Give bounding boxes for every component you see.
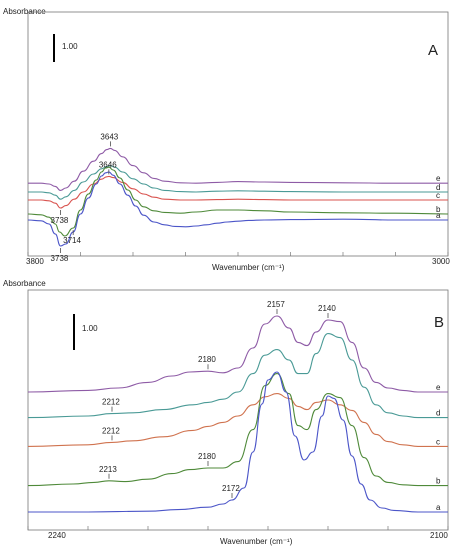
series-line-a xyxy=(27,371,448,513)
panel-b-annotations: 2157 2140 2180 2212 2212 2213 2180 2172 xyxy=(99,300,336,498)
series-line-e xyxy=(28,147,448,191)
panel-a: Absorbance 1.00 A 3643 3646 3738 3714 3738 e… xyxy=(3,7,450,272)
panel-b-ylabel: Absorbance xyxy=(3,279,46,288)
panel-a-x-tick-label-left: 3800 xyxy=(26,257,44,266)
series-line-b xyxy=(27,373,448,487)
series-label-d: d xyxy=(436,409,440,418)
series-line-a xyxy=(27,171,448,247)
panel-a-x-ticks xyxy=(27,252,449,256)
series-line-c xyxy=(28,175,448,209)
annotation-label: 3643 xyxy=(100,132,118,141)
series-label-e: e xyxy=(436,383,441,392)
panel-b-curves xyxy=(27,315,448,513)
annotation-label: 2140 xyxy=(318,304,336,313)
panel-a-letter: A xyxy=(428,42,438,59)
annotation-label: 2172 xyxy=(222,484,240,493)
panel-b-scale-bar-label: 1.00 xyxy=(82,324,98,333)
panel-b: Absorbance 1.00 B 2157 2140 2180 2212 2212 22… xyxy=(3,279,449,546)
panel-a-curves xyxy=(27,147,449,247)
annotation-label: 3646 xyxy=(99,160,117,169)
series-label-b: b xyxy=(436,477,441,486)
panel-b-series-labels: e d c b a xyxy=(436,383,441,512)
panel-a-annotations: 3643 3646 3738 3714 3738 xyxy=(51,132,119,263)
annotation-label: 2213 xyxy=(99,465,117,474)
series-label-d: d xyxy=(436,183,440,192)
panel-b-x-tick-label-left: 2240 xyxy=(48,531,66,540)
panel-b-letter: B xyxy=(434,314,444,331)
series-line-b xyxy=(27,166,449,237)
series-label-a: a xyxy=(436,211,441,220)
panel-a-scale-bar-label: 1.00 xyxy=(62,42,78,51)
series-line-e xyxy=(27,315,448,393)
annotation-label: 3714 xyxy=(63,236,81,245)
series-label-c: c xyxy=(436,191,440,200)
panel-b-x-tick-label-right: 2100 xyxy=(430,531,448,540)
series-line-d xyxy=(27,333,448,419)
panel-a-xlabel: Wavenumber (cm⁻¹) xyxy=(212,263,285,272)
series-label-a: a xyxy=(436,503,441,512)
annotation-label: 2212 xyxy=(102,398,120,407)
panel-a-ylabel: Absorbance xyxy=(3,7,46,16)
series-label-b: b xyxy=(436,205,441,214)
annotation-label: 2212 xyxy=(102,426,120,435)
series-line-c xyxy=(27,393,448,447)
series-label-c: c xyxy=(436,437,440,446)
annotation-label: 2157 xyxy=(267,300,285,309)
series-line-d xyxy=(27,165,448,200)
panel-b-xlabel: Wavenumber (cm⁻¹) xyxy=(220,537,293,546)
panel-b-x-ticks xyxy=(27,526,449,530)
annotation-label: 3738 xyxy=(51,216,69,225)
series-label-e: e xyxy=(436,174,441,183)
annotation-label: 2180 xyxy=(198,452,216,461)
annotation-label: 2180 xyxy=(198,355,216,364)
panel-b-frame xyxy=(27,289,449,531)
annotation-label: 3738 xyxy=(51,254,69,263)
panel-a-x-tick-label-right: 3000 xyxy=(432,257,450,266)
